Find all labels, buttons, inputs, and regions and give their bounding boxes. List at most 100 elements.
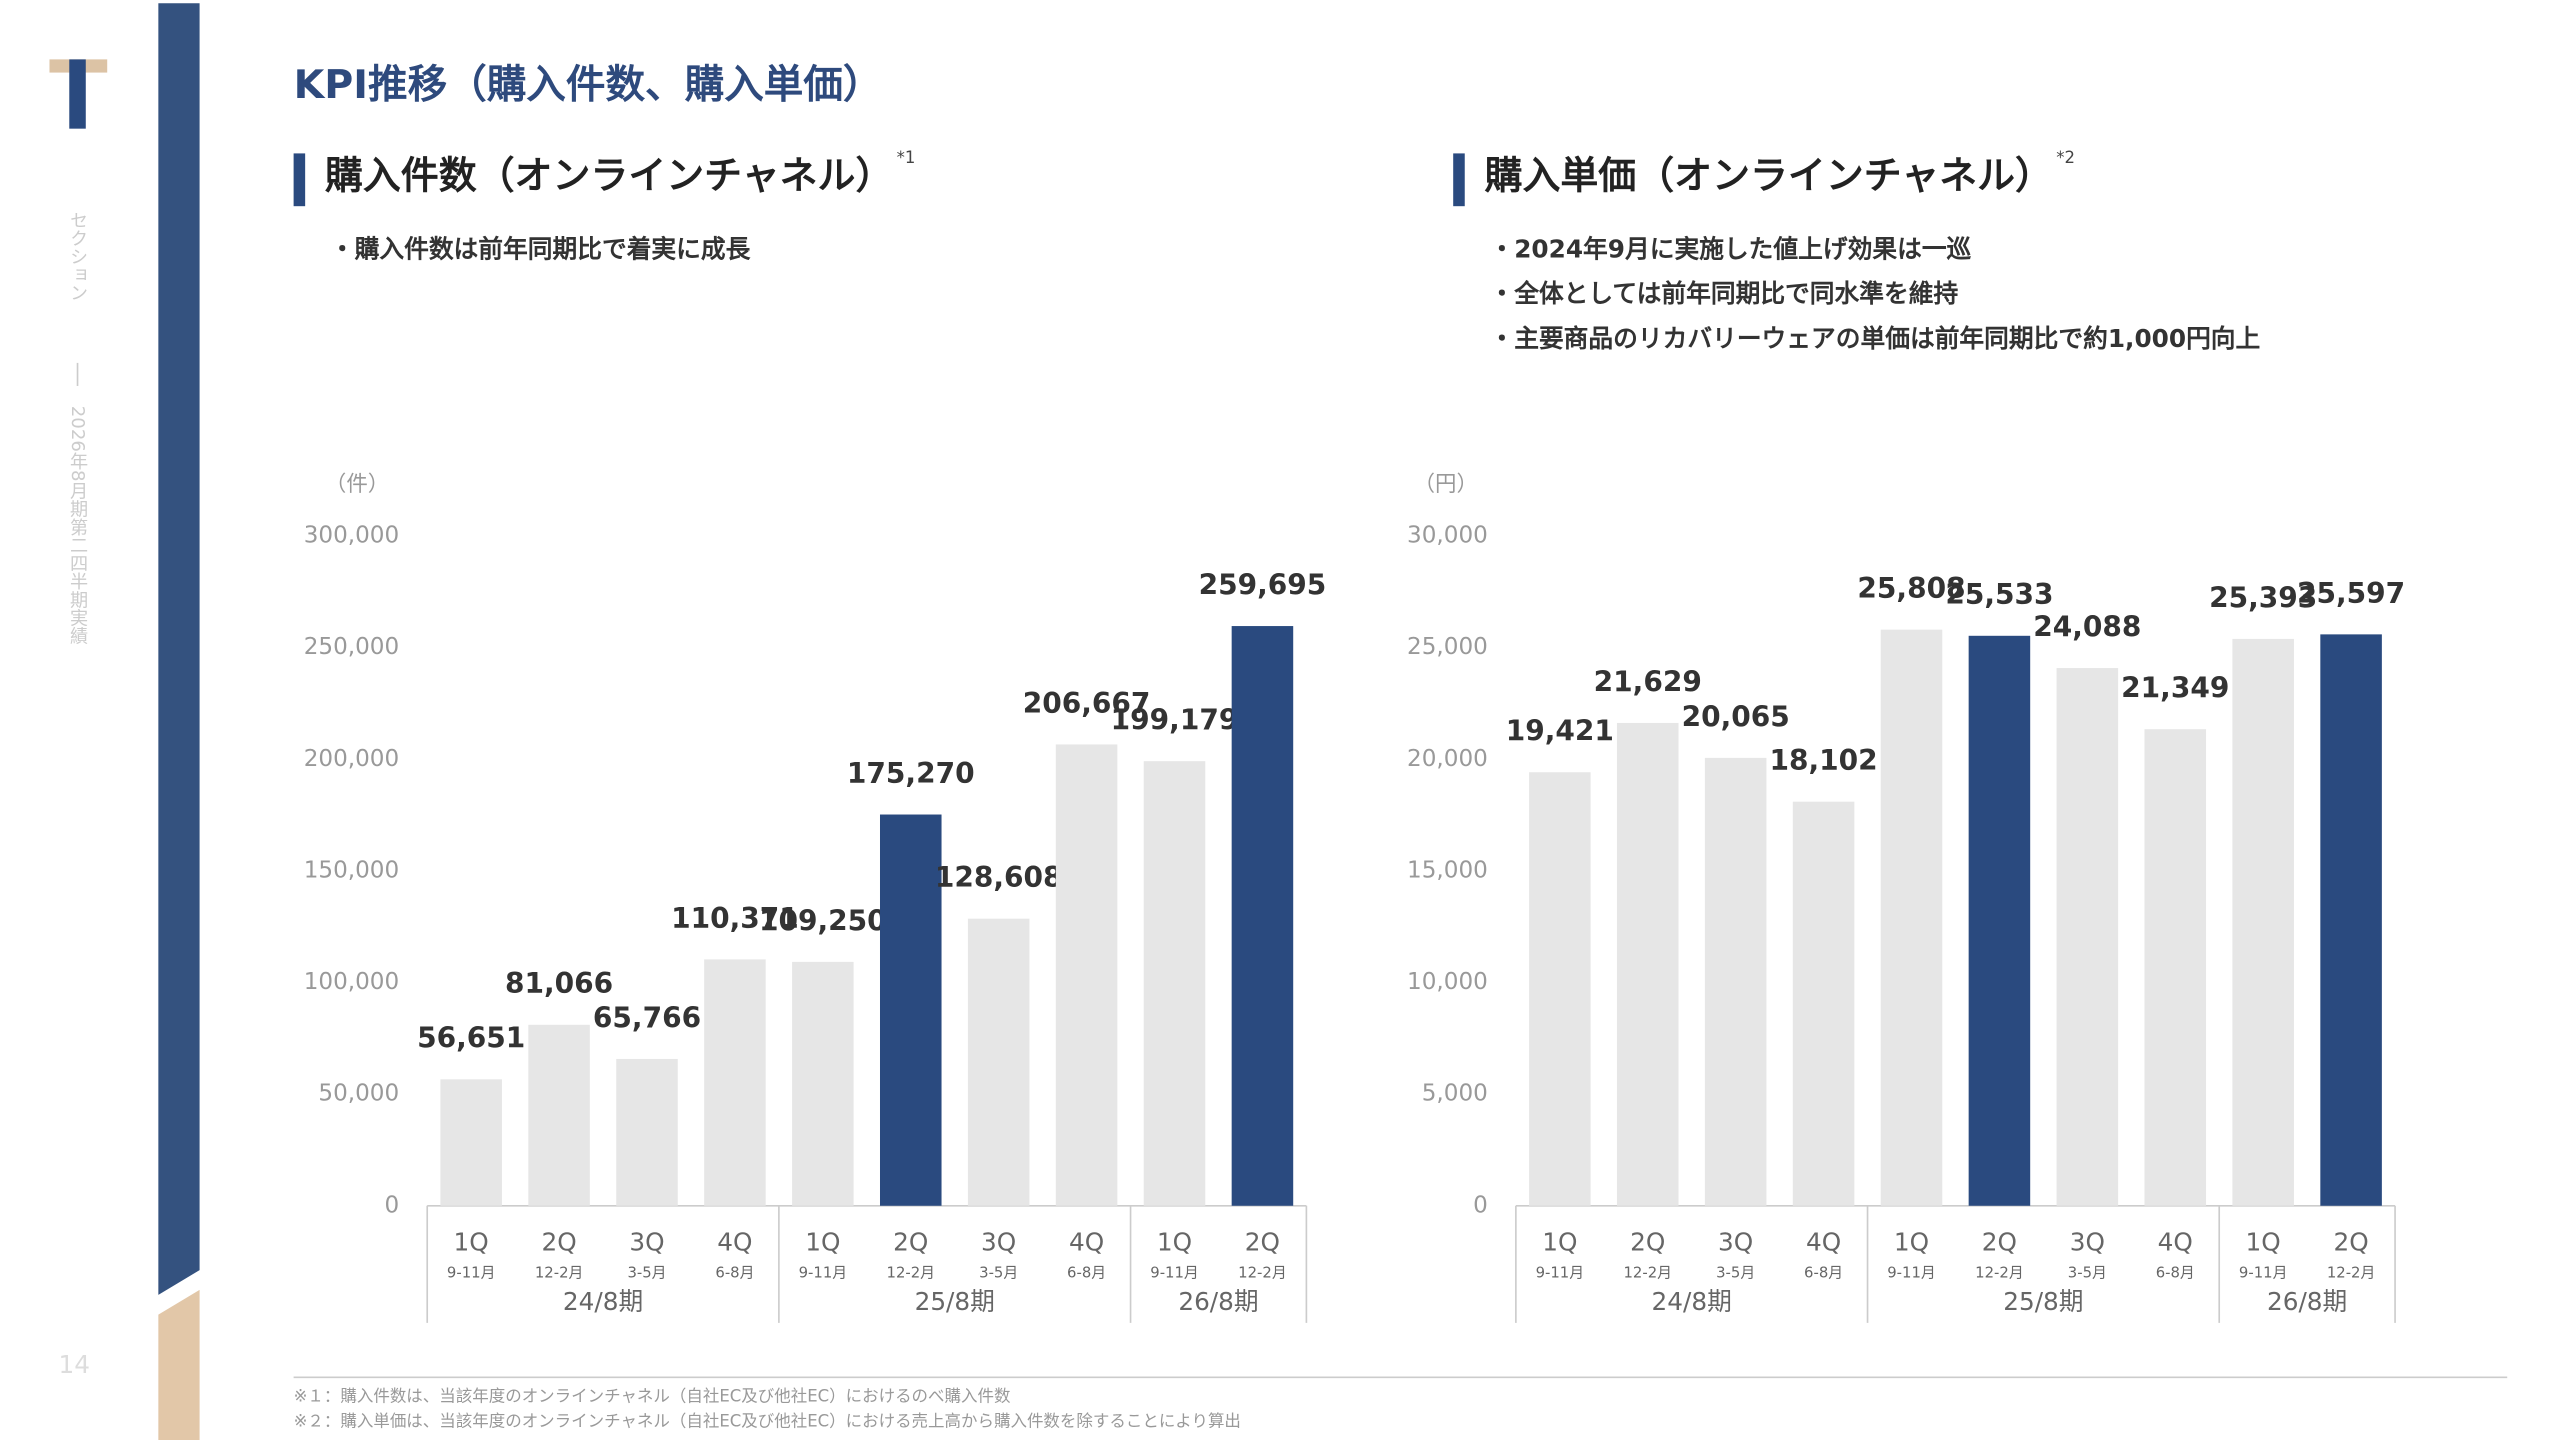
x-month-label: 6-8月 xyxy=(1067,1264,1106,1281)
value-label: 65,766 xyxy=(593,1001,701,1034)
logo-stem xyxy=(69,59,86,129)
bar xyxy=(1880,629,1943,1206)
x-tick-label: 2Q xyxy=(893,1228,928,1257)
bar xyxy=(2056,668,2119,1206)
bar xyxy=(879,814,942,1206)
bar xyxy=(1704,757,1767,1206)
x-tick-label: 3Q xyxy=(981,1228,1016,1257)
bullet: ・主要商品のリカバリーウェアの単価は前年同期比で約1,000円向上 xyxy=(1489,324,2260,353)
y-tick-label: 200,000 xyxy=(304,746,399,772)
bar xyxy=(1231,626,1294,1206)
x-tick-label: 1Q xyxy=(805,1228,840,1257)
x-month-label: 3-5月 xyxy=(979,1264,1018,1281)
page-number: 14 xyxy=(58,1350,89,1379)
x-month-label: 6-8月 xyxy=(1804,1264,1843,1281)
x-tick-label: 2Q xyxy=(1982,1228,2017,1257)
value-label: 18,102 xyxy=(1770,744,1878,777)
x-month-label: 9-11月 xyxy=(1536,1264,1584,1281)
title-marker xyxy=(1453,153,1465,207)
y-tick-label: 0 xyxy=(1473,1192,1488,1218)
x-month-label: 9-11月 xyxy=(2239,1264,2287,1281)
y-tick-label: 30,000 xyxy=(1407,523,1488,549)
footnote: ※２：購入単価は、当該年度のオンラインチャネル（自社EC及び他社EC）における売… xyxy=(294,1411,1241,1430)
value-label: 19,421 xyxy=(1506,715,1614,748)
y-tick-label: 150,000 xyxy=(304,857,399,883)
x-tick-label: 2Q xyxy=(1245,1228,1280,1257)
value-label: 206,667 xyxy=(1023,687,1151,720)
x-month-label: 12-2月 xyxy=(2327,1264,2375,1281)
sidebar-stripe xyxy=(158,3,200,1295)
bar xyxy=(967,918,1030,1206)
x-month-label: 3-5月 xyxy=(2068,1264,2107,1281)
chart-note: *2 xyxy=(2056,148,2075,167)
y-tick-label: 0 xyxy=(384,1192,399,1218)
x-tick-label: 1Q xyxy=(1157,1228,1192,1257)
sidebar-accent xyxy=(158,1289,200,1440)
value-label: 128,608 xyxy=(935,861,1063,894)
y-tick-label: 10,000 xyxy=(1407,969,1488,995)
x-tick-label: 3Q xyxy=(629,1228,664,1257)
value-label: 25,808 xyxy=(1857,572,1965,605)
period-label: 26/8期 xyxy=(2267,1287,2347,1316)
period-label: 26/8期 xyxy=(1178,1287,1258,1316)
x-month-label: 12-2月 xyxy=(1975,1264,2023,1281)
bar xyxy=(528,1024,590,1206)
bar xyxy=(2320,634,2382,1206)
bar xyxy=(792,961,854,1206)
chart-title: 購入単価（オンラインチャネル） xyxy=(1485,154,2053,198)
period-label: 25/8期 xyxy=(915,1287,995,1316)
period-label: 25/8期 xyxy=(2003,1287,2083,1316)
bar xyxy=(616,1058,678,1206)
bullet: ・2024年9月に実施した値上げ効果は一巡 xyxy=(1489,235,1971,264)
x-month-label: 9-11月 xyxy=(1150,1264,1198,1281)
x-tick-label: 4Q xyxy=(717,1228,752,1257)
value-label: 24,088 xyxy=(2033,610,2141,643)
x-month-label: 12-2月 xyxy=(1624,1264,1672,1281)
value-label: 21,349 xyxy=(2121,672,2229,705)
x-tick-label: 1Q xyxy=(1894,1228,1929,1257)
value-label: 56,651 xyxy=(417,1022,525,1055)
value-label: 175,270 xyxy=(847,757,975,790)
y-tick-label: 100,000 xyxy=(304,969,399,995)
bar xyxy=(704,959,766,1206)
value-label: 25,393 xyxy=(2209,581,2317,614)
x-tick-label: 2Q xyxy=(541,1228,576,1257)
value-label: 21,629 xyxy=(1594,665,1702,698)
y-tick-label: 300,000 xyxy=(304,523,399,549)
x-month-label: 9-11月 xyxy=(1887,1264,1935,1281)
value-label: 109,250 xyxy=(759,904,887,937)
chart-note: *1 xyxy=(897,148,916,167)
y-unit: （円） xyxy=(1414,472,1478,497)
y-tick-label: 5,000 xyxy=(1422,1081,1488,1107)
y-tick-label: 15,000 xyxy=(1407,857,1488,883)
slide-title: KPI推移（購入件数、購入単価） xyxy=(294,62,883,108)
y-tick-label: 20,000 xyxy=(1407,746,1488,772)
x-tick-label: 3Q xyxy=(1718,1228,1753,1257)
value-label: 20,065 xyxy=(1682,700,1790,733)
bar xyxy=(1143,761,1206,1206)
value-label: 110,371 xyxy=(671,902,799,935)
bar xyxy=(2144,729,2207,1206)
y-unit: （件） xyxy=(325,472,389,497)
period-title: 2026年8月期第二四半期実績 xyxy=(67,406,88,645)
x-month-label: 3-5月 xyxy=(1716,1264,1755,1281)
x-month-label: 9-11月 xyxy=(447,1264,495,1281)
x-tick-label: 2Q xyxy=(2333,1228,2368,1257)
x-month-label: 6-8月 xyxy=(715,1264,754,1281)
footnote: ※１：購入件数は、当該年度のオンラインチャネル（自社EC及び他社EC）におけるの… xyxy=(294,1387,1011,1406)
value-label: 25,533 xyxy=(1945,578,2053,611)
bullet: ・購入件数は前年同期比で着実に成長 xyxy=(330,235,751,264)
title-marker xyxy=(293,153,306,207)
y-tick-label: 50,000 xyxy=(318,1081,399,1107)
x-month-label: 12-2月 xyxy=(535,1264,583,1281)
bar xyxy=(440,1079,502,1206)
value-label: 259,695 xyxy=(1199,568,1327,601)
x-month-label: 9-11月 xyxy=(799,1264,847,1281)
x-tick-label: 4Q xyxy=(2158,1228,2193,1257)
y-tick-label: 250,000 xyxy=(304,634,399,660)
y-tick-label: 25,000 xyxy=(1407,634,1488,660)
bar xyxy=(1968,635,2031,1206)
bar xyxy=(1529,772,1591,1206)
